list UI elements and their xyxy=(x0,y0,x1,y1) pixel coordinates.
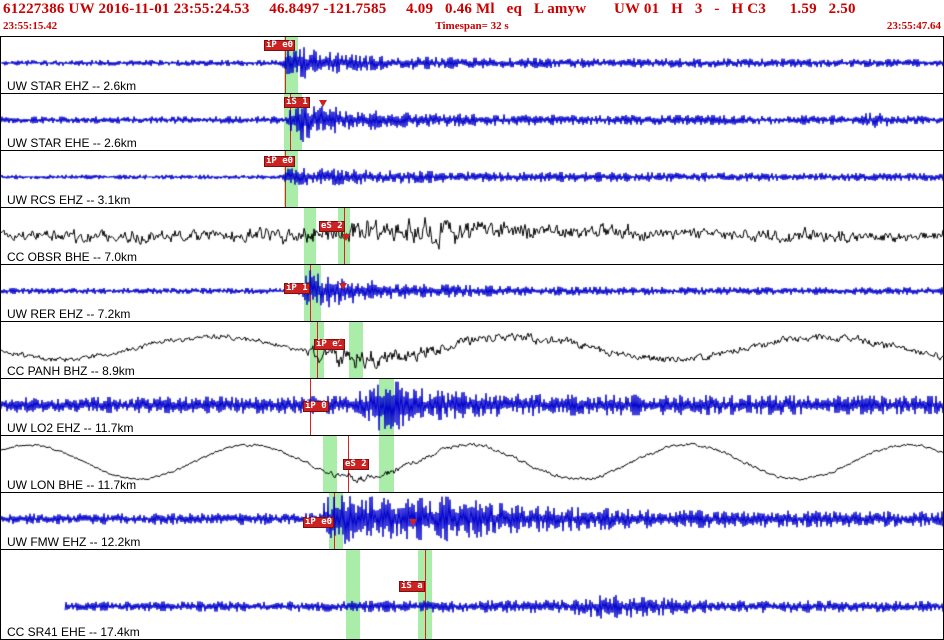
phase-pick-label[interactable]: iP e0 xyxy=(303,517,335,528)
waveform-canvas[interactable] xyxy=(1,265,943,321)
window-end-time: 23:55:47.64 xyxy=(886,20,941,32)
trace-row-3: iP e0 UW RCS EHZ -- 3.1km xyxy=(1,151,943,208)
trace-row-5: iP 1 UW RER EHZ -- 7.2km xyxy=(1,265,943,322)
station-label: UW LON BHE -- 11.7km xyxy=(7,478,137,492)
pick-arrow-up-icon xyxy=(337,338,345,345)
window-start-time: 23:55:15.42 xyxy=(3,20,58,32)
trace-row-9: iP e0 UW FMW EHZ -- 12.2km xyxy=(1,493,943,550)
station-label: UW LO2 EHZ -- 11.7km xyxy=(7,421,134,435)
phase-pick-label[interactable]: eS 2 xyxy=(319,221,345,232)
trace-row-6: iP e0 CC PANH BHZ -- 8.9km xyxy=(1,322,943,379)
station-label: UW STAR EHZ -- 2.6km xyxy=(7,79,137,93)
waveform-canvas[interactable] xyxy=(1,379,943,435)
station-label: UW FMW EHZ -- 12.2km xyxy=(7,535,141,549)
pick-arrow-down-icon xyxy=(342,234,350,241)
waveform-canvas[interactable] xyxy=(1,550,943,639)
waveform-canvas[interactable] xyxy=(1,208,943,264)
waveform-canvas[interactable] xyxy=(1,493,943,549)
trace-row-10: iS a CC SR41 EHE -- 17.4km xyxy=(1,550,943,639)
station-label: UW STAR EHE -- 2.6km xyxy=(7,136,137,150)
station-label: CC OBSR BHE -- 7.0km xyxy=(7,250,138,264)
station-label: CC PANH BHZ -- 8.9km xyxy=(7,364,135,378)
event-summary-line: 61227386 UW 2016-11-01 23:55:24.53 46.84… xyxy=(3,1,856,17)
pick-arrow-down-icon xyxy=(319,100,327,107)
trace-row-1: iP e0 UW STAR EHZ -- 2.6km xyxy=(1,37,943,94)
waveform-canvas[interactable] xyxy=(1,94,943,150)
trace-row-4: eS 2 CC OBSR BHE -- 7.0km xyxy=(1,208,943,265)
waveform-canvas[interactable] xyxy=(1,322,943,378)
phase-pick-label[interactable]: iS 1 xyxy=(284,97,310,108)
waveform-canvas[interactable] xyxy=(1,151,943,207)
phase-pick-label[interactable]: iS a xyxy=(399,581,425,592)
station-label: UW RER EHZ -- 7.2km xyxy=(7,307,131,321)
time-window-bar: 23:55:15.42 Timespan= 32 s 23:55:47.64 xyxy=(0,19,944,34)
timespan-label: Timespan= 32 s xyxy=(435,20,509,32)
phase-pick-label[interactable]: eS 2 xyxy=(343,459,369,470)
trace-row-8: eS 2 UW LON BHE -- 11.7km xyxy=(1,436,943,493)
event-header: 61227386 UW 2016-11-01 23:55:24.53 46.84… xyxy=(0,0,944,36)
phase-pick-label[interactable]: iP e0 xyxy=(264,156,296,167)
waveform-canvas[interactable] xyxy=(1,37,943,93)
pick-arrow-down-icon xyxy=(339,283,347,290)
pick-arrow-down-icon xyxy=(409,519,417,526)
trace-row-7: iP 0 UW LO2 EHZ -- 11.7km xyxy=(1,379,943,436)
trace-area: iP e0 UW STAR EHZ -- 2.6km iS 1 UW STAR EHE… xyxy=(0,36,944,640)
station-label: UW RCS EHZ -- 3.1km xyxy=(7,193,131,207)
waveform-canvas[interactable] xyxy=(1,436,943,492)
trace-row-2: iS 1 UW STAR EHE -- 2.6km xyxy=(1,94,943,151)
phase-pick-label[interactable]: iP e0 xyxy=(264,40,296,51)
station-label: CC SR41 EHE -- 17.4km xyxy=(7,625,140,639)
phase-pick-label[interactable]: iP 1 xyxy=(284,283,310,294)
phase-pick-label[interactable]: iP 0 xyxy=(303,401,329,412)
